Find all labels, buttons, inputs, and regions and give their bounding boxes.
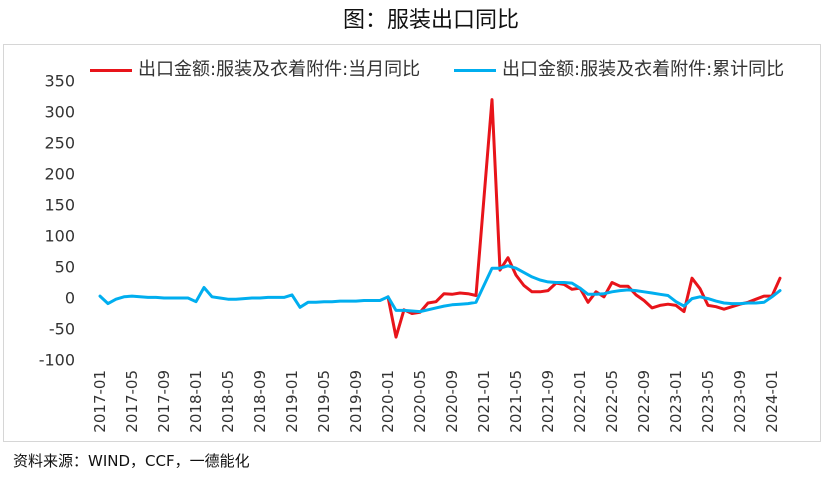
x-tick-label: 2024-01 [763,370,781,433]
x-tick-label: 2018-01 [187,370,205,433]
x-tick-label: 2017-01 [91,370,109,433]
series-line-monthly-yoy [386,98,782,339]
y-tick-label: 0 [65,289,75,308]
x-tick-label: 2017-05 [123,370,141,433]
legend-swatch-monthly-yoy [90,68,132,72]
x-tick-label: 2017-09 [155,370,173,433]
legend-item-cumulative-yoy: 出口金额:服装及衣着附件:累计同比 [454,58,784,82]
x-tick-label: 2021-09 [539,370,557,433]
legend-swatch-cumulative-yoy [454,68,496,72]
y-tick-label: 300 [44,103,75,122]
y-tick-label: 350 [44,72,75,91]
x-tick-label: 2023-01 [667,370,685,433]
x-tick-label: 2018-05 [219,370,237,433]
x-tick-label: 2021-05 [507,370,525,433]
x-tick-label: 2021-01 [475,370,493,433]
chart-title: 图：服装出口同比 [342,8,519,33]
y-tick-label: 100 [44,227,75,246]
y-tick-label: 200 [44,165,75,184]
x-tick-label: 2019-01 [283,370,301,433]
x-tick-label: 2019-05 [315,370,333,433]
x-tick-label: 2022-05 [603,370,621,433]
legend-item-monthly-yoy: 出口金额:服装及衣着附件:当月同比 [90,58,420,82]
x-tick-label: 2020-09 [443,370,461,433]
legend-label-monthly-yoy: 出口金额:服装及衣着附件:当月同比 [138,59,421,80]
legend-label-cumulative-yoy: 出口金额:服装及衣着附件:累计同比 [502,59,785,80]
series-line-cumulative-yoy [98,264,782,314]
y-tick-label: -100 [39,351,75,370]
y-tick-label: 150 [44,196,75,215]
x-tick-label: 2020-05 [411,370,429,433]
x-tick-label: 2022-01 [571,370,589,433]
x-axis-labels: 2017-01 2017-05 2017-09 2018-01 2018-05 2018-… [91,370,781,433]
y-axis-labels: 350 300 250 200 150 100 50 0 -50 -100 [39,72,75,370]
y-tick-label: 250 [44,134,75,153]
y-tick-label: -50 [49,320,75,339]
x-tick-label: 2019-09 [347,370,365,433]
source-note: 资料来源：WIND，CCF，一德能化 [13,452,250,470]
x-tick-label: 2020-01 [379,370,397,433]
y-tick-label: 50 [55,258,75,277]
chart-frame [3,44,821,442]
x-tick-label: 2023-09 [731,370,749,433]
x-tick-label: 2022-09 [635,370,653,433]
x-tick-label: 2018-09 [251,370,269,433]
x-tick-label: 2023-05 [699,370,717,433]
